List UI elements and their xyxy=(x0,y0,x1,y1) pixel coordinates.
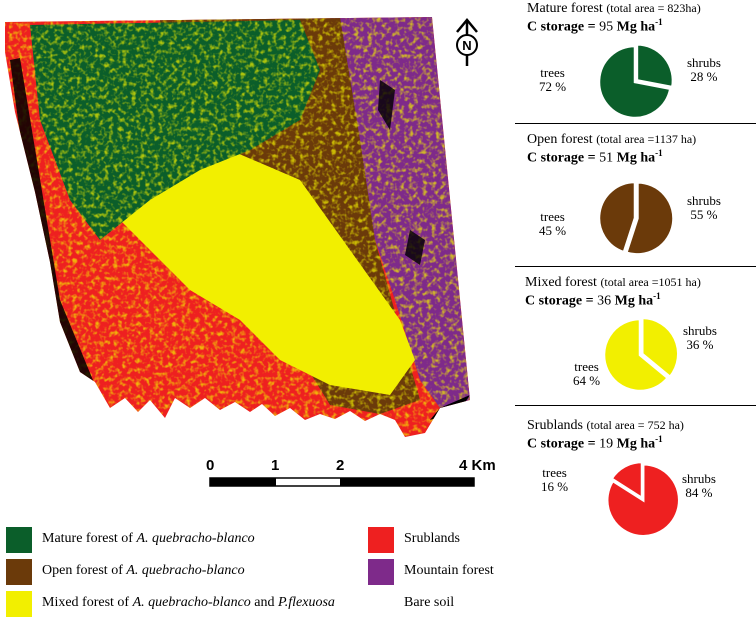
panel-name: Mixed forest xyxy=(525,275,597,290)
pie-chart-srublands xyxy=(605,460,681,538)
panel-name: Srublands xyxy=(527,418,583,433)
pie-chart-open xyxy=(597,180,675,256)
c-exponent: -1 xyxy=(655,434,663,444)
c-exponent: -1 xyxy=(655,17,663,27)
c-label: C storage = xyxy=(527,436,596,452)
legend-swatch xyxy=(368,527,394,553)
river-shadow xyxy=(10,58,95,390)
c-unit: Mg ha xyxy=(616,436,656,452)
panel-mixed-forest: Mixed forest (total area =1051 ha) C sto… xyxy=(515,267,756,405)
c-label: C storage = xyxy=(525,293,594,309)
c-value: 36 xyxy=(597,293,612,309)
pie-slice-trees xyxy=(597,44,672,120)
north-arrow-icon: N xyxy=(456,18,478,66)
pie-chart-mixed xyxy=(602,316,680,393)
carbon-storage: C storage = 19 Mg ha-1 xyxy=(527,434,663,453)
scale-label-0: 0 xyxy=(206,457,215,474)
panel-separator xyxy=(515,123,756,124)
pie-slice-trees xyxy=(597,180,637,254)
pie-slice-shrubs xyxy=(635,43,675,89)
legend-swatch xyxy=(368,591,394,617)
scale-label-1: 1 xyxy=(271,457,280,474)
panel-open-forest: Open forest (total area =1137 ha) C stor… xyxy=(515,124,756,266)
carbon-storage: C storage = 95 Mg ha-1 xyxy=(527,17,663,36)
legend-label: Mixed forest of A. quebracho-blanco and … xyxy=(42,595,335,610)
pie-slice-shrubs xyxy=(624,181,675,256)
legend-swatch xyxy=(368,559,394,585)
shrubs-label: shrubs 84 % xyxy=(682,471,716,500)
panel-title: Mixed forest (total area =1051 ha) xyxy=(525,275,701,291)
panel-title: Mature forest (total area = 823ha) xyxy=(527,1,701,17)
legend-swatch xyxy=(6,527,32,553)
pie-slice-trees xyxy=(602,317,670,393)
c-value: 95 xyxy=(599,19,614,35)
panel-mature-forest: Mature forest (total area = 823ha) C sto… xyxy=(515,0,756,123)
panel-title: Open forest (total area =1137 ha) xyxy=(527,132,696,148)
panel-name: Mature forest xyxy=(527,1,603,16)
c-exponent: -1 xyxy=(653,291,661,301)
panel-srublands: Srublands (total area = 752 ha) C storag… xyxy=(515,406,756,620)
carbon-storage: C storage = 51 Mg ha-1 xyxy=(527,148,663,167)
panel-area: (total area = 752 ha) xyxy=(586,418,684,432)
panel-area: (total area =1051 ha) xyxy=(600,275,701,289)
c-unit: Mg ha xyxy=(614,293,654,309)
legend-label: Open forest of A. quebracho-blanco xyxy=(42,563,245,578)
c-exponent: -1 xyxy=(655,148,663,158)
legend-label: Mature forest of A. quebracho-blanco xyxy=(42,531,255,546)
legend-label: Mountain forest xyxy=(404,563,494,578)
legend-label: Srublands xyxy=(404,531,460,546)
trees-label: trees 16 % xyxy=(541,465,569,494)
scale-label-4km: 4 Km xyxy=(459,457,496,474)
trees-label: trees 45 % xyxy=(539,209,567,238)
legend-label: Bare soil xyxy=(404,595,455,610)
c-value: 51 xyxy=(599,150,614,166)
c-label: C storage = xyxy=(527,150,596,166)
north-label: N xyxy=(462,38,471,53)
pie-slice-shrubs xyxy=(641,316,680,379)
shrubs-label: shrubs 55 % xyxy=(687,193,721,222)
c-label: C storage = xyxy=(527,19,596,35)
c-unit: Mg ha xyxy=(616,150,656,166)
shrubs-label: shrubs 36 % xyxy=(683,323,717,352)
mixed-pixel-texture xyxy=(5,17,470,437)
scale-bar xyxy=(209,477,475,487)
c-unit: Mg ha xyxy=(616,19,656,35)
panel-name: Open forest xyxy=(527,132,593,147)
pie-chart-mature xyxy=(597,43,675,120)
shrubs-label: shrubs 28 % xyxy=(687,55,721,84)
scale-segment-2-4 xyxy=(340,478,474,486)
panel-area: (total area =1137 ha) xyxy=(596,132,697,146)
c-value: 19 xyxy=(599,436,614,452)
legend-swatch xyxy=(6,559,32,585)
panel-separator xyxy=(515,405,756,406)
panel-area: (total area = 823ha) xyxy=(606,1,701,15)
panel-separator xyxy=(515,266,756,267)
legend-swatch xyxy=(6,591,32,617)
scale-segment-0-1 xyxy=(210,478,276,486)
map-classes xyxy=(5,17,470,437)
trees-label: trees 72 % xyxy=(539,65,567,94)
panel-title: Srublands (total area = 752 ha) xyxy=(527,418,684,434)
carbon-storage: C storage = 36 Mg ha-1 xyxy=(525,291,661,310)
scale-label-2: 2 xyxy=(336,457,345,474)
trees-label: trees 64 % xyxy=(573,359,601,388)
pie-slice-trees xyxy=(609,460,644,501)
